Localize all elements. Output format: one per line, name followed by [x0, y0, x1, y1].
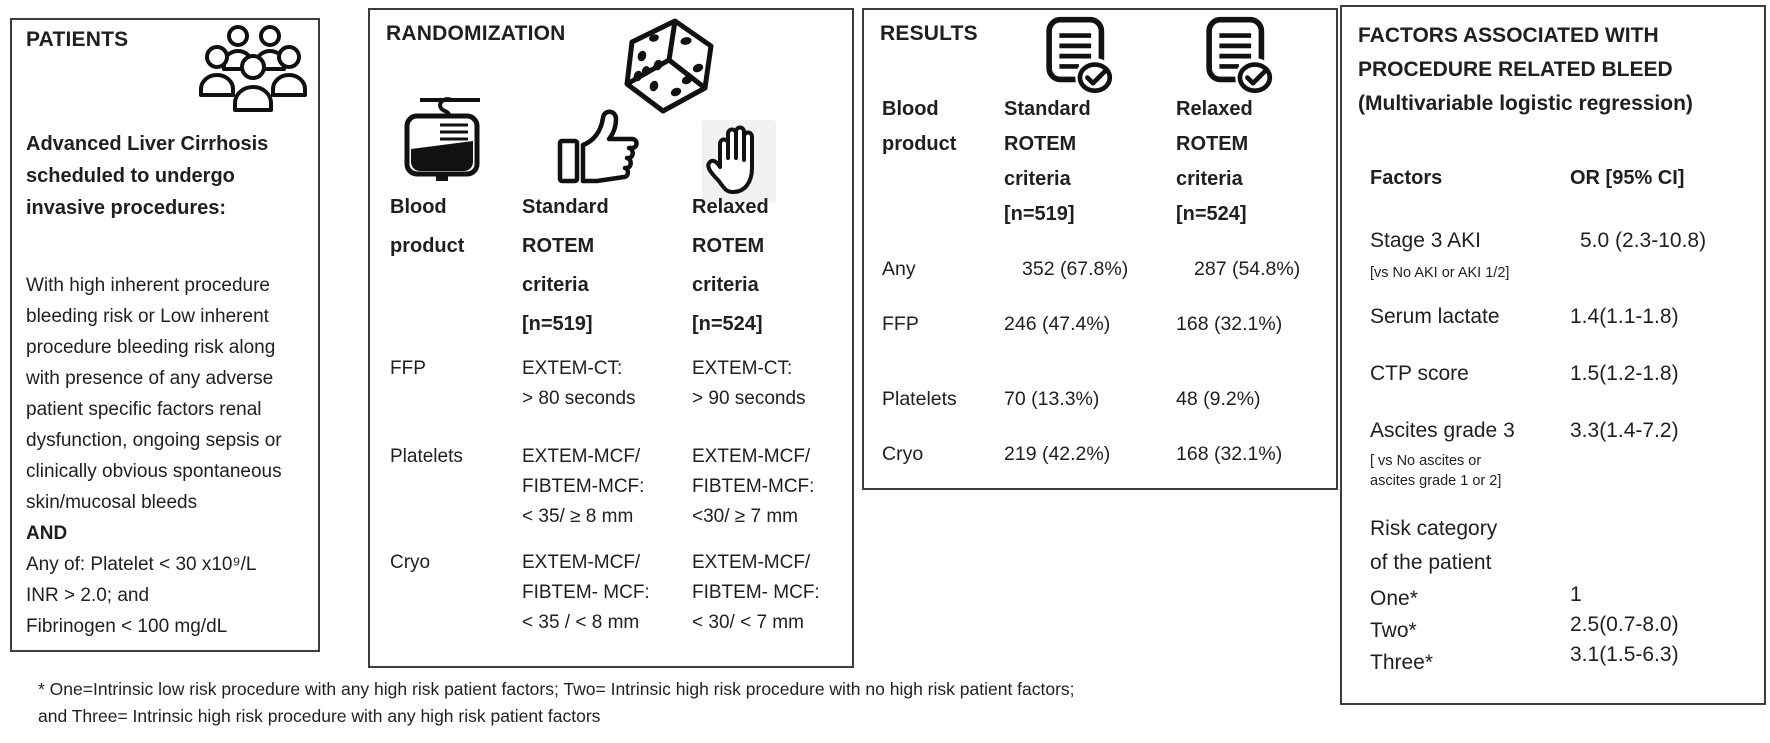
randomization-table: Blood product Standard ROTEM criteria [n…: [390, 188, 844, 638]
standard-criteria-value: EXTEM-MCF/ FIBTEM-MCF: < 35/ ≥ 8 mm: [522, 446, 645, 527]
factor-label: CTP score: [1370, 362, 1469, 385]
table-row: Cryo EXTEM-MCF/ FIBTEM- MCF: < 35 / < 8 …: [390, 548, 844, 638]
row-label: Cryo: [390, 552, 431, 573]
table-row: Platelets 70 (13.3%) 48 (9.2%): [882, 387, 1346, 412]
factor-label: Three*: [1370, 651, 1434, 674]
column-header-standard-rotem: Standard ROTEM criteria [n=519]: [522, 196, 609, 335]
factor-label: One*: [1370, 587, 1418, 610]
or-value: 2.5(0.7-8.0): [1570, 613, 1679, 636]
randomization-panel: RANDOMIZATION: [368, 8, 854, 668]
or-value: 1: [1570, 583, 1582, 606]
factor-label: Serum lactate: [1370, 305, 1500, 328]
table-row: Any 352 (67.8%) 287 (54.8%): [882, 257, 1346, 282]
patients-body-text: With high inherent procedure bleeding ri…: [26, 275, 282, 513]
results-header-row: Blood product Standard ROTEM criteria [n…: [882, 92, 1346, 232]
randomization-panel-title: RANDOMIZATION: [386, 22, 566, 45]
patients-panel: PATIENTS Advanced Liver Cirrhosis schedu…: [10, 18, 320, 652]
or-value: 5.0 (2.3-10.8): [1580, 229, 1707, 252]
standard-result-value: 352 (67.8%): [1022, 258, 1129, 280]
relaxed-result-value: 287 (54.8%): [1194, 258, 1301, 280]
relaxed-result-value: 48 (9.2%): [1176, 388, 1261, 410]
relaxed-criteria-value: EXTEM-MCF/ FIBTEM-MCF: <30/ ≥ 7 mm: [692, 446, 815, 527]
relaxed-result-value: 168 (32.1%): [1176, 313, 1283, 335]
raised-hand-icon: [702, 120, 776, 202]
factor-label: Risk category of the patient: [1370, 517, 1498, 574]
table-row: FFP EXTEM-CT: > 80 seconds EXTEM-CT: > 9…: [390, 354, 844, 414]
column-header-blood-product: Blood product: [882, 98, 957, 155]
standard-result-value: 246 (47.4%): [1004, 313, 1111, 335]
row-label: Platelets: [390, 446, 463, 467]
or-value: 3.1(1.5-6.3): [1570, 643, 1679, 666]
column-header-standard-rotem: Standard ROTEM criteria [n=519]: [1004, 98, 1091, 225]
standard-criteria-value: EXTEM-CT: > 80 seconds: [522, 358, 636, 409]
or-value: 3.3(1.4-7.2): [1570, 419, 1679, 442]
standard-result-value: 219 (42.2%): [1004, 443, 1111, 465]
factor-note: [vs No AKI or AKI 1/2]: [1370, 265, 1510, 281]
factor-label: Stage 3 AKI: [1370, 229, 1481, 252]
factor-label: Ascites grade 3: [1370, 419, 1515, 442]
randomization-header-row: Blood product Standard ROTEM criteria [n…: [390, 188, 844, 344]
people-group-icon: [197, 25, 307, 120]
patients-panel-title: PATIENTS: [26, 28, 129, 51]
document-check-icon: [1200, 16, 1278, 100]
relaxed-criteria-value: EXTEM-MCF/ FIBTEM- MCF: < 30/ < 7 mm: [692, 552, 820, 633]
results-panel-title: RESULTS: [880, 22, 978, 45]
results-panel: RESULTS Blood product Standard ROT: [862, 8, 1338, 490]
or-value: 1.4(1.1-1.8): [1570, 305, 1679, 328]
table-row: Cryo 219 (42.2%) 168 (32.1%): [882, 442, 1346, 467]
standard-criteria-value: EXTEM-MCF/ FIBTEM- MCF: < 35 / < 8 mm: [522, 552, 650, 633]
factor-label: Two*: [1370, 619, 1417, 642]
factors-panel: FACTORS ASSOCIATED WITH PROCEDURE RELATE…: [1340, 5, 1766, 705]
factor-note: [ vs No ascites or ascites grade 1 or 2]: [1370, 453, 1502, 489]
thumbs-up-icon: [555, 96, 650, 191]
factors-panel-title: FACTORS ASSOCIATED WITH PROCEDURE RELATE…: [1358, 24, 1693, 115]
relaxed-result-value: 168 (32.1%): [1176, 443, 1283, 465]
results-table: Blood product Standard ROTEM criteria [n…: [882, 92, 1346, 467]
footnote: * One=Intrinsic low risk procedure with …: [38, 679, 1075, 726]
column-header-blood-product: Blood product: [390, 196, 465, 257]
row-label: Cryo: [882, 443, 924, 465]
blood-bag-icon: [400, 94, 484, 184]
table-row: FFP 246 (47.4%) 168 (32.1%): [882, 312, 1346, 337]
table-row: Platelets EXTEM-MCF/ FIBTEM-MCF: < 35/ ≥…: [390, 442, 844, 532]
dice-icon: [618, 16, 718, 116]
patients-lab-criteria: Any of: Platelet < 30 x10⁹/L INR > 2.0; …: [26, 554, 257, 637]
row-label: FFP: [882, 313, 919, 335]
column-header-relaxed-rotem: Relaxed ROTEM criteria [n=524]: [692, 196, 769, 335]
document-check-icon: [1040, 16, 1118, 100]
row-label: FFP: [390, 358, 426, 379]
patients-heading: Advanced Liver Cirrhosis scheduled to un…: [26, 133, 269, 219]
standard-result-value: 70 (13.3%): [1004, 388, 1100, 410]
column-header-factors: Factors: [1370, 167, 1443, 189]
or-value: 1.5(1.2-1.8): [1570, 362, 1679, 385]
row-label: Any: [882, 258, 916, 280]
row-label: Platelets: [882, 388, 957, 410]
column-header-relaxed-rotem: Relaxed ROTEM criteria [n=524]: [1176, 98, 1253, 225]
relaxed-criteria-value: EXTEM-CT: > 90 seconds: [692, 358, 806, 409]
patients-and-label: AND: [26, 523, 68, 544]
column-header-or-ci: OR [95% CI]: [1570, 167, 1685, 189]
